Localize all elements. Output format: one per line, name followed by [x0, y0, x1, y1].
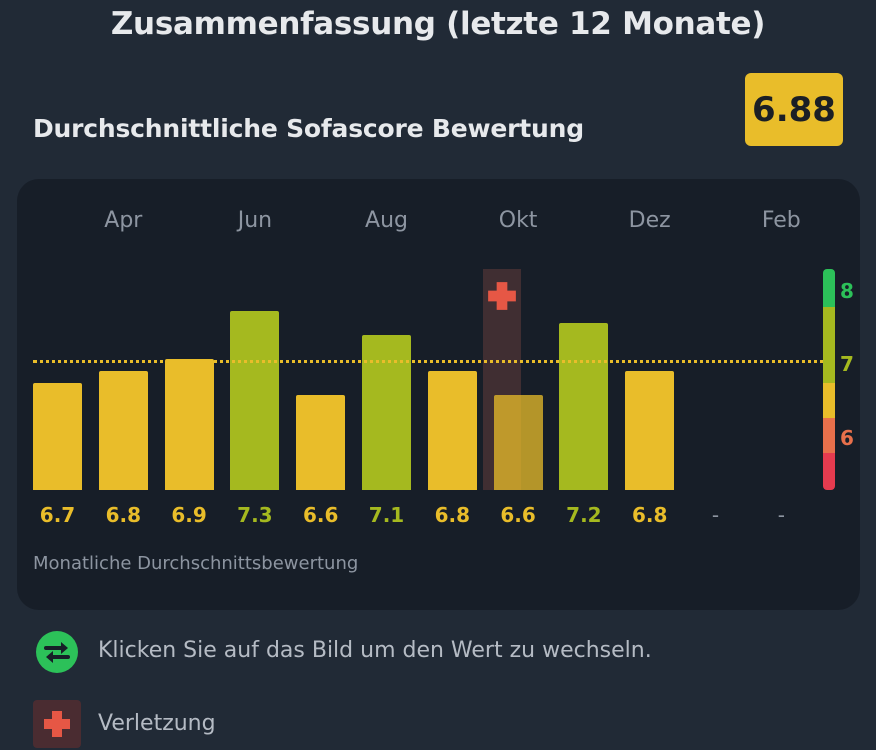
- rating-bar[interactable]: [164, 359, 214, 490]
- scale-tick-label: 6: [840, 426, 854, 450]
- rating-bar[interactable]: [230, 311, 280, 490]
- rating-bar[interactable]: [559, 323, 609, 490]
- color-scale-segment: [823, 269, 835, 307]
- color-scale-segment: [823, 307, 835, 383]
- value-label: 6.6: [500, 503, 536, 527]
- chart-caption: Monatliche Durchschnittsbewertung: [33, 553, 359, 574]
- rating-bar[interactable]: [296, 395, 346, 490]
- value-label: 6.9: [171, 503, 207, 527]
- rating-bar[interactable]: [427, 371, 477, 490]
- month-tick-label: Dez: [628, 208, 671, 233]
- average-line: [33, 360, 831, 364]
- value-label: 6.8: [631, 503, 668, 527]
- rating-bar[interactable]: [625, 371, 675, 490]
- switch-value-icon[interactable]: [36, 631, 78, 673]
- color-scale-segment: [823, 383, 835, 418]
- scale-tick-label: 8: [840, 279, 854, 303]
- color-scale-segment: [823, 453, 835, 490]
- page-title: Zusammenfassung (letzte 12 Monate): [110, 6, 766, 42]
- switch-hint-text: Klicken Sie auf das Bild um den Wert zu …: [98, 638, 652, 663]
- value-label: 7.2: [566, 503, 602, 527]
- rating-bar[interactable]: [98, 371, 148, 490]
- injury-legend-icon: [33, 700, 81, 748]
- month-tick-label: Jun: [237, 208, 273, 233]
- rating-subtitle: Durchschnittliche Sofascore Bewertung: [33, 114, 584, 143]
- month-tick-label: Feb: [761, 208, 801, 233]
- month-tick-label: Apr: [104, 208, 143, 233]
- value-label: 6.8: [434, 503, 471, 527]
- value-label-empty: -: [711, 503, 720, 527]
- rating-bar[interactable]: [362, 335, 411, 490]
- color-scale-segment: [823, 418, 835, 453]
- value-label: 6.6: [302, 503, 339, 527]
- value-label: 6.7: [39, 503, 76, 527]
- value-label-empty: -: [777, 503, 785, 527]
- value-label: 7.3: [237, 503, 273, 527]
- injury-cross-icon: [486, 280, 518, 312]
- value-label: 6.8: [105, 503, 142, 527]
- average-score-badge: 6.88: [745, 73, 843, 146]
- injury-legend-text: Verletzung: [98, 711, 216, 736]
- value-label: 7.1: [368, 503, 405, 527]
- rating-bar[interactable]: [493, 395, 543, 490]
- scale-tick-label: 7: [840, 352, 854, 376]
- month-tick-label: Okt: [498, 208, 538, 233]
- month-tick-label: Aug: [365, 208, 408, 233]
- rating-bar[interactable]: [33, 383, 82, 490]
